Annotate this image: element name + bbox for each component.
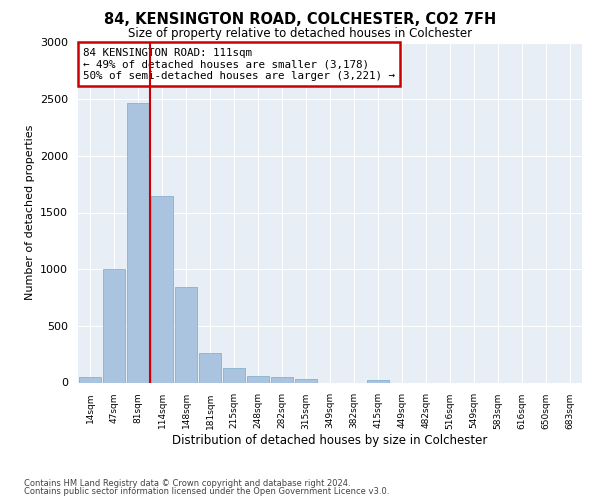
Bar: [103, 269, 125, 382]
Bar: [295, 378, 317, 382]
Bar: [199, 353, 221, 382]
Bar: [367, 380, 389, 382]
Y-axis label: Number of detached properties: Number of detached properties: [25, 125, 35, 300]
Bar: [247, 376, 269, 382]
Bar: [79, 377, 101, 382]
Bar: [175, 288, 197, 382]
X-axis label: Distribution of detached houses by size in Colchester: Distribution of detached houses by size …: [172, 434, 488, 447]
Bar: [223, 368, 245, 382]
Text: 84, KENSINGTON ROAD, COLCHESTER, CO2 7FH: 84, KENSINGTON ROAD, COLCHESTER, CO2 7FH: [104, 12, 496, 28]
Text: Contains public sector information licensed under the Open Government Licence v3: Contains public sector information licen…: [24, 487, 389, 496]
Text: Size of property relative to detached houses in Colchester: Size of property relative to detached ho…: [128, 28, 472, 40]
Bar: [127, 102, 149, 382]
Text: Contains HM Land Registry data © Crown copyright and database right 2024.: Contains HM Land Registry data © Crown c…: [24, 478, 350, 488]
Bar: [271, 378, 293, 382]
Bar: [151, 196, 173, 382]
Text: 84 KENSINGTON ROAD: 111sqm
← 49% of detached houses are smaller (3,178)
50% of s: 84 KENSINGTON ROAD: 111sqm ← 49% of deta…: [83, 48, 395, 81]
